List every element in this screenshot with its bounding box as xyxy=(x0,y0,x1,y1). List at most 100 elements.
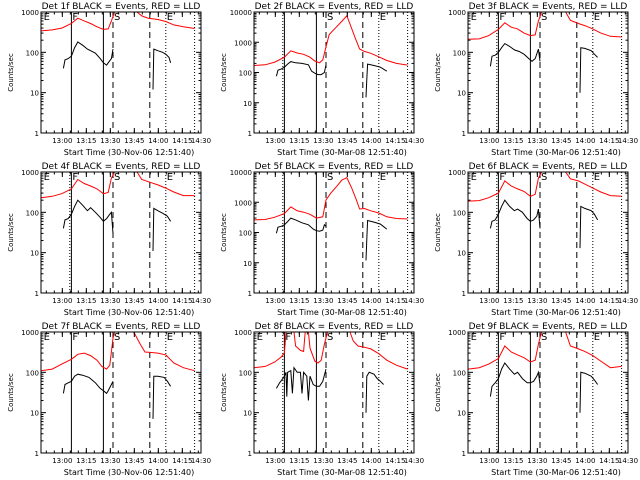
y-tick-label: 100 xyxy=(453,209,466,217)
plot-frame xyxy=(467,11,629,134)
marker-label: F xyxy=(499,172,505,183)
marker-label: S xyxy=(327,332,333,343)
lld-series-line xyxy=(468,332,543,370)
x-axis-label: Start Time (30-Mar-08 12:51:40) xyxy=(277,308,407,317)
lld-series-line xyxy=(41,172,116,199)
chart-panel: Det 4f BLACK = Events, RED = LLD Counts/s… xyxy=(7,162,211,317)
lld-series-line xyxy=(41,12,116,32)
x-tick-label: 14:00 xyxy=(148,457,168,465)
lld-series-line xyxy=(254,332,287,369)
plot-frame xyxy=(467,331,629,454)
events-series-line xyxy=(275,61,327,77)
y-tick-label: 1000 xyxy=(21,169,39,177)
x-tick-label: 14:00 xyxy=(361,297,381,305)
marker-label: S xyxy=(541,172,547,183)
x-tick-label: 13:30 xyxy=(527,297,547,305)
y-axis-label: Counts/sec xyxy=(7,53,15,92)
y-axis-label: Counts/sec xyxy=(434,53,442,92)
marker-label: S xyxy=(327,172,333,183)
events-series-line xyxy=(579,47,598,93)
x-tick-label: 13:15 xyxy=(76,297,96,305)
y-tick-label: 100 xyxy=(239,369,252,377)
x-tick-label: 13:15 xyxy=(503,457,523,465)
chart-title: Det 4f BLACK = Events, RED = LLD xyxy=(42,162,201,172)
x-tick-label: 13:45 xyxy=(551,457,571,465)
y-tick-label: 1000 xyxy=(21,9,39,17)
y-tick-label: 100 xyxy=(453,369,466,377)
y-tick-label: 100 xyxy=(26,369,39,377)
lld-series-line xyxy=(41,332,116,372)
y-tick-label: 10 xyxy=(457,250,466,258)
events-series-line xyxy=(152,48,172,90)
marker-label: E xyxy=(167,172,173,183)
lld-series-line xyxy=(307,332,329,364)
marker-label: S xyxy=(114,332,120,343)
y-tick-label: 1 xyxy=(35,130,39,138)
y-tick-label: 1 xyxy=(248,290,252,298)
x-tick-label: 14:00 xyxy=(361,457,381,465)
y-tick-label: 10 xyxy=(30,90,39,98)
x-tick-label: 14:00 xyxy=(148,137,168,145)
events-series-line xyxy=(365,371,384,413)
x-tick-label: 14:15 xyxy=(172,297,192,305)
y-tick-label: 10000 xyxy=(230,169,252,177)
lld-series-line xyxy=(254,177,408,221)
y-axis-label: Counts/sec xyxy=(220,53,228,92)
y-tick-label: 100 xyxy=(239,70,252,78)
y-tick-label: 1 xyxy=(462,290,466,298)
x-tick-label: 14:15 xyxy=(385,297,405,305)
events-series-line xyxy=(489,199,541,229)
x-tick-label: 14:15 xyxy=(172,137,192,145)
x-tick-label: 13:15 xyxy=(76,457,96,465)
events-series-line xyxy=(579,371,599,413)
x-tick-label: 14:30 xyxy=(404,297,424,305)
x-tick-label: 13:45 xyxy=(337,297,357,305)
y-tick-label: 100 xyxy=(26,209,39,217)
x-tick-label: 14:15 xyxy=(599,457,619,465)
x-tick-label: 13:45 xyxy=(337,457,357,465)
marker-label: E xyxy=(471,332,477,343)
x-tick-label: 13:45 xyxy=(551,137,571,145)
x-tick-label: 13:15 xyxy=(289,137,309,145)
y-axis-label: Counts/sec xyxy=(7,373,15,412)
x-tick-label: 13:00 xyxy=(479,297,499,305)
x-tick-label: 13:00 xyxy=(52,297,72,305)
lld-series-line xyxy=(136,12,195,29)
y-tick-label: 1000 xyxy=(234,329,252,337)
x-tick-label: 14:00 xyxy=(148,297,168,305)
y-tick-label: 1000 xyxy=(448,9,466,17)
plot-frame xyxy=(40,171,202,294)
x-axis-label: Start Time (30-Mar-06 12:51:40) xyxy=(491,308,621,317)
y-tick-label: 10 xyxy=(243,100,252,108)
x-tick-label: 13:00 xyxy=(479,457,499,465)
y-axis-label: Counts/sec xyxy=(220,213,228,252)
marker-label: S xyxy=(541,12,547,23)
y-axis-label: Counts/sec xyxy=(220,373,228,412)
x-tick-label: 14:30 xyxy=(404,137,424,145)
y-tick-label: 1000 xyxy=(21,329,39,337)
marker-label: E xyxy=(44,332,50,343)
events-series-line xyxy=(579,205,599,249)
marker-label: S xyxy=(541,332,547,343)
x-tick-label: 14:30 xyxy=(191,457,211,465)
y-tick-label: 1 xyxy=(248,450,252,458)
marker-label: E xyxy=(44,172,50,183)
marker-label: F xyxy=(72,172,78,183)
y-tick-label: 1000 xyxy=(234,199,252,207)
y-tick-label: 10 xyxy=(30,250,39,258)
x-tick-label: 13:00 xyxy=(265,297,285,305)
x-tick-label: 14:15 xyxy=(599,137,619,145)
x-axis-label: Start Time (30-Mar-06 12:51:40) xyxy=(491,148,621,157)
y-axis-label: Counts/sec xyxy=(434,213,442,252)
x-tick-label: 13:00 xyxy=(52,137,72,145)
x-axis-label: Start Time (30-Mar-08 12:51:40) xyxy=(277,468,407,477)
chart-panel: Det 6f BLACK = Events, RED = LLD Counts/s… xyxy=(434,162,638,317)
lld-series-line xyxy=(136,172,195,197)
x-tick-label: 13:30 xyxy=(527,137,547,145)
y-tick-label: 1000 xyxy=(448,169,466,177)
lld-series-line xyxy=(293,332,306,353)
y-tick-label: 1000 xyxy=(234,39,252,47)
y-tick-label: 1 xyxy=(462,130,466,138)
y-tick-label: 10 xyxy=(243,260,252,268)
